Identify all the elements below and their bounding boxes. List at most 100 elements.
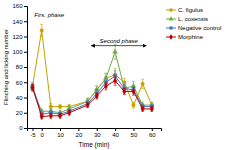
tick-mark [33,128,34,131]
y-axis-title: Flinching and licking number [3,29,9,105]
error-bar [40,24,43,36]
legend-label: Morphine [178,34,204,40]
tick: 0 [19,125,27,131]
tick-label: 20 [16,110,23,116]
axis-line [28,129,162,132]
point [49,105,53,109]
plot-area [30,24,154,119]
tick-mark [78,128,79,131]
point [40,114,43,120]
error-bar [132,86,135,94]
legend-label: Negative control [178,25,221,31]
point [132,103,136,107]
tick-mark [24,82,27,83]
series [31,24,154,109]
error-bar [114,44,117,59]
tick-mark [42,128,43,131]
error-bar [59,104,62,109]
tick-label: 100 [12,49,23,55]
error-bar [104,82,107,90]
tick: 100 [12,49,27,55]
tick: 60 [16,80,27,86]
tick-mark [97,128,98,131]
tick-mark [152,128,153,131]
tick-mark [24,67,27,68]
tick-mark [24,113,27,114]
tick: 50 [131,128,138,138]
error-bar [95,93,98,99]
tick: 20 [76,128,83,138]
tick: 60 [149,128,156,138]
series [30,44,154,115]
x-axis-title: Time (min) [79,141,110,149]
error-bar [40,114,43,119]
point [132,88,135,94]
tick-mark [24,6,27,7]
legend-marker [169,16,174,20]
tick-mark [24,98,27,99]
error-bar [49,114,52,119]
error-bar [123,88,126,94]
tick-mark [60,128,61,131]
tick-label: 10 [57,132,64,138]
series [31,76,154,119]
annotation: Second phase [100,38,139,44]
tick: 20 [16,110,27,116]
error-bar [31,85,34,91]
point [123,88,126,94]
tick-label: 160 [12,3,23,9]
tick: 40 [16,95,27,101]
error-bar [68,110,71,115]
tick-label: 20 [76,132,83,138]
legend-item: L. coxensis [166,16,208,22]
legend-item: C. figulus [166,7,203,13]
legend-label: L. coxensis [178,16,208,22]
legend: C. figulus L. coxensis Negative control Mor… [166,7,221,40]
tick-label: 50 [131,132,138,138]
point [95,93,98,99]
error-bar [59,114,62,119]
legend-item: Morphine [166,34,204,40]
tick-label: 60 [149,132,156,138]
tick: 80 [16,64,27,70]
tick-mark [24,21,27,22]
tick: 140 [12,19,27,25]
tick-label: 40 [112,132,119,138]
legend-marker [169,34,172,40]
tick-label: -5 [30,132,36,138]
tick-mark [24,52,27,53]
legend-marker [169,8,173,12]
series-line [33,81,152,117]
tick: -5 [30,128,36,138]
series-line [33,52,152,113]
error-bar [141,79,144,88]
tick: 10 [57,128,64,138]
tick-label: 60 [16,80,23,86]
series [31,71,153,117]
legend-marker [169,26,172,29]
annotation: Firs. phase [34,12,64,18]
error-bar [31,85,34,91]
y-axis: 020406080100120140160 [12,3,27,131]
tick: 40 [112,128,119,138]
tick-label: 0 [19,125,23,131]
point [150,106,153,112]
point [68,110,71,116]
x-axis: -5 0 10 20 30 40 50 60 [28,128,162,138]
legend-label: C. figulus [178,7,203,13]
chart: -50102030405060020406080100120140160Time… [0,0,231,150]
series-line [33,76,152,114]
tick-mark [133,128,134,131]
point [86,102,89,108]
tick-mark [24,37,27,38]
point [31,85,34,91]
point [58,105,62,109]
point [113,49,118,53]
tick-label: 140 [12,19,23,25]
tick-label: 30 [94,132,101,138]
annotations: Firs. phase Second phase [34,12,146,46]
tick-mark [24,128,27,129]
tick-label: 0 [41,132,45,138]
tick: 160 [12,3,27,9]
tick: 30 [94,128,101,138]
